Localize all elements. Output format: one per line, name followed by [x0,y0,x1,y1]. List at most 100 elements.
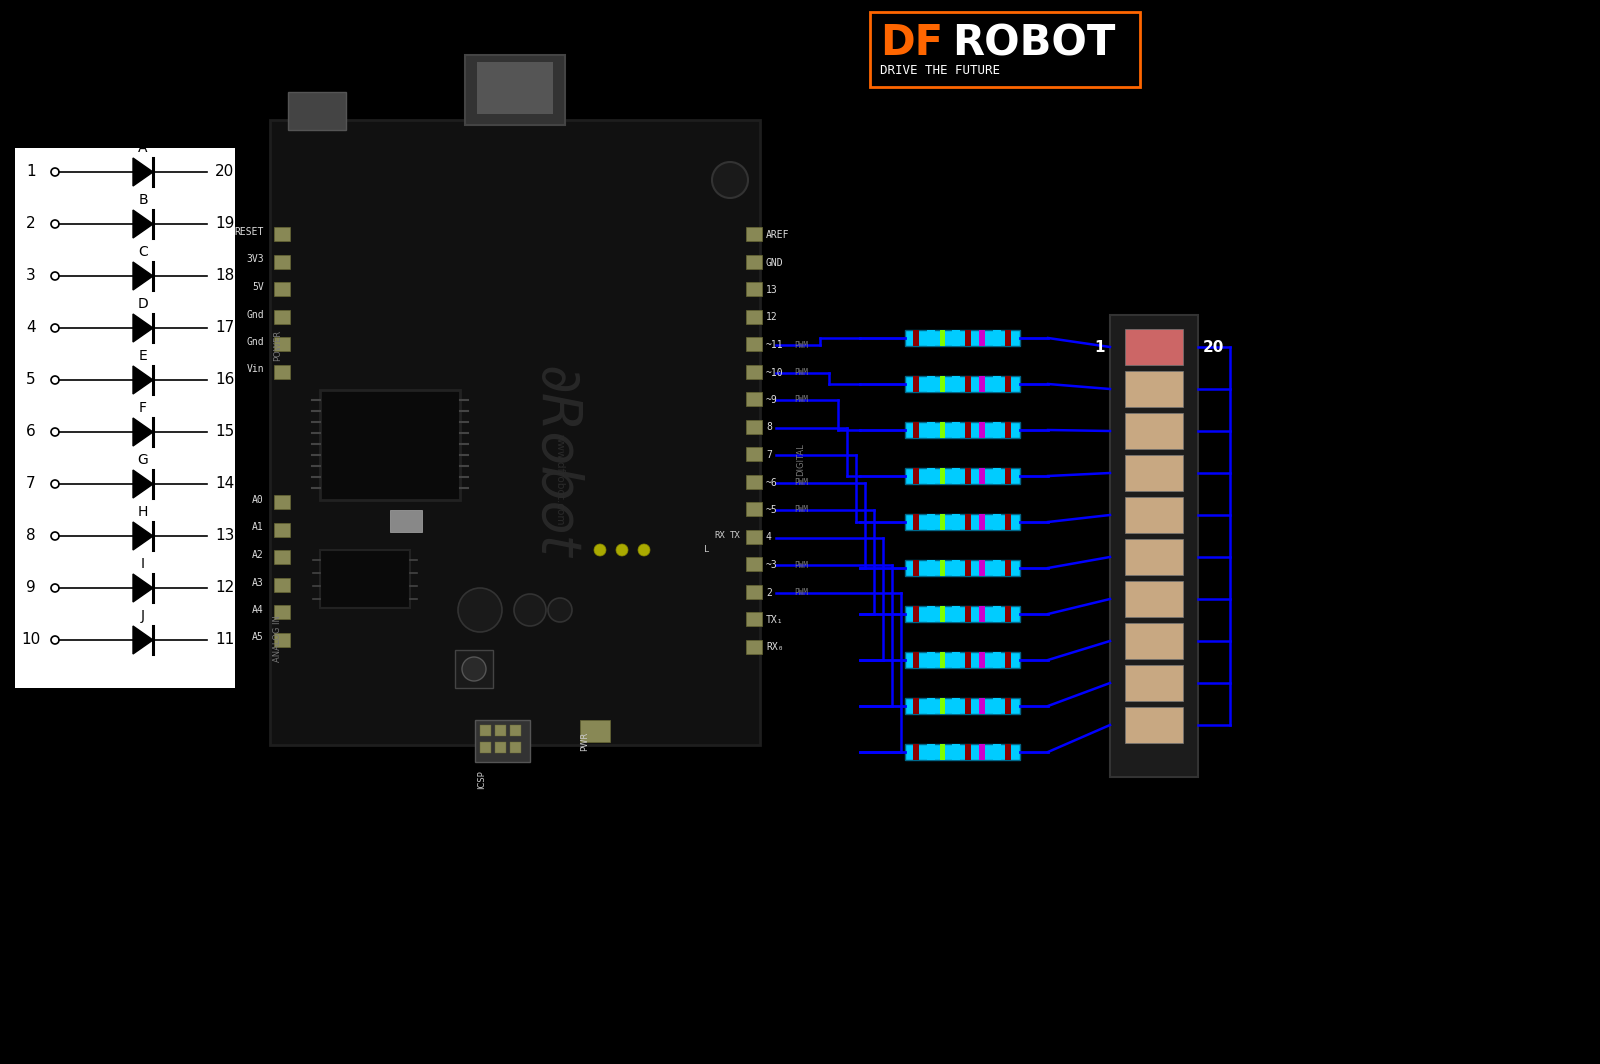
Bar [952,514,960,530]
Bar [746,282,762,296]
Polygon shape [133,314,154,342]
Text: 20: 20 [216,165,235,180]
Bar [746,337,762,351]
Bar [870,12,1139,87]
Bar [979,606,986,622]
Bar [926,514,934,530]
Bar [906,698,1021,714]
Text: PWM: PWM [794,478,808,487]
Bar [941,744,946,760]
Text: C: C [138,245,147,259]
Bar [1125,581,1182,617]
Text: 18: 18 [216,268,235,283]
Polygon shape [133,573,154,602]
Bar [746,584,762,598]
Text: 6: 6 [26,425,35,439]
Bar [994,468,1002,484]
Text: A4: A4 [253,605,264,615]
Text: PWM: PWM [794,561,808,569]
Bar [494,725,506,736]
Bar [914,698,918,714]
Polygon shape [133,626,154,654]
Text: E: E [139,349,147,363]
Text: ANALOG IN: ANALOG IN [274,615,282,662]
Bar [994,330,1002,346]
Bar [979,560,986,576]
Bar [965,422,971,438]
Text: ∂Robot: ∂Robot [528,366,581,559]
Bar [274,337,290,351]
Circle shape [616,544,627,556]
Bar [914,376,918,392]
Text: A0: A0 [253,495,264,505]
Bar [746,365,762,379]
Bar [1005,376,1011,392]
Text: 3: 3 [26,268,35,283]
Bar [979,652,986,668]
Bar [274,365,290,379]
Bar [994,422,1002,438]
Bar [1005,468,1011,484]
Bar [941,606,946,622]
Text: 8: 8 [26,529,35,544]
Text: ICSP: ICSP [477,770,486,788]
Bar [746,419,762,433]
Text: PWM: PWM [794,340,808,349]
Bar [994,698,1002,714]
Bar [1005,652,1011,668]
Text: G: G [138,453,149,467]
Text: D: D [138,297,149,311]
Bar [941,376,946,392]
Bar [979,376,986,392]
Bar [477,62,554,114]
Bar [480,725,491,736]
Text: 14: 14 [216,477,235,492]
Bar [906,468,1021,484]
Text: 2: 2 [766,587,771,598]
Bar [914,744,918,760]
Text: ~10: ~10 [766,367,784,378]
Bar [926,606,934,622]
Text: A2: A2 [253,550,264,560]
Text: RX₀: RX₀ [766,643,784,652]
Bar [1110,315,1198,777]
Bar [926,468,934,484]
Text: TX₁: TX₁ [766,615,784,625]
Text: A: A [138,142,147,155]
Text: PWM: PWM [794,368,808,377]
Bar [746,227,762,242]
Bar [1005,698,1011,714]
Bar [952,560,960,576]
Bar [914,422,918,438]
Bar [746,392,762,406]
Polygon shape [133,366,154,394]
Bar [941,514,946,530]
Text: RESET: RESET [235,227,264,237]
Text: 5V: 5V [253,282,264,292]
Bar [1005,330,1011,346]
Bar [979,698,986,714]
Bar [1125,665,1182,701]
Bar [1125,329,1182,365]
Bar [941,422,946,438]
Bar [1005,606,1011,622]
Bar [952,468,960,484]
Bar [494,742,506,753]
Bar [579,720,610,742]
Bar [941,652,946,668]
Bar [926,330,934,346]
Text: 8: 8 [766,422,771,432]
Bar [1005,422,1011,438]
Text: 17: 17 [216,320,235,335]
Bar [746,556,762,571]
Bar [480,742,491,753]
Bar [914,606,918,622]
Bar [510,725,522,736]
Bar [941,468,946,484]
Bar [979,514,986,530]
Text: ~3: ~3 [766,560,778,570]
Bar [746,310,762,323]
Bar [746,475,762,488]
Text: PWM: PWM [794,588,808,597]
Bar [914,652,918,668]
